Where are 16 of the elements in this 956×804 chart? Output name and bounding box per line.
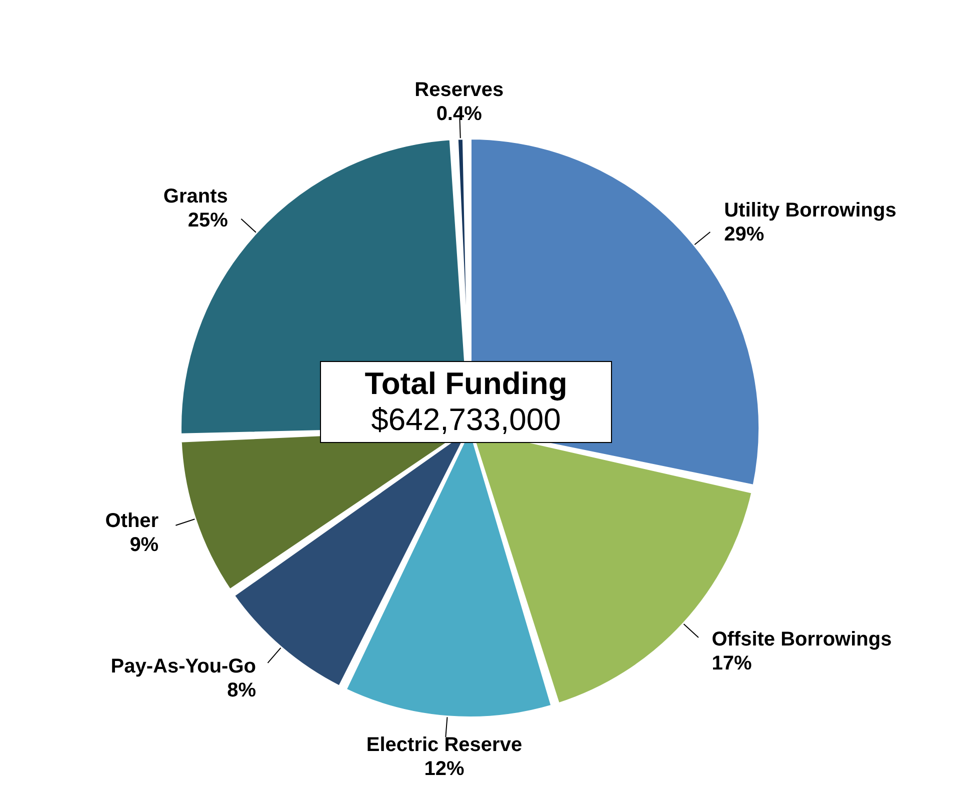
slice-label: Electric Reserve [366, 734, 522, 756]
slice-label: Utility Borrowings [724, 200, 896, 222]
data-label: 29% [724, 224, 764, 246]
text: Total Funding [364, 366, 568, 402]
slice-label: Reserves [414, 79, 504, 102]
data-label: 9% [130, 534, 159, 556]
slice-label: Other [105, 510, 159, 532]
slice-label: Grants [163, 186, 228, 208]
data-label: 25% [188, 210, 228, 232]
slice-label: Pay-As-You-Go [110, 656, 256, 678]
data-label: 12% [424, 758, 464, 780]
slice-label: Offsite Borrowings [712, 628, 892, 651]
data-label: 17% [712, 652, 752, 675]
data-label: 8% [227, 680, 256, 702]
data-label: 0.4% [436, 103, 482, 126]
text: $642,733,000 [370, 402, 562, 438]
